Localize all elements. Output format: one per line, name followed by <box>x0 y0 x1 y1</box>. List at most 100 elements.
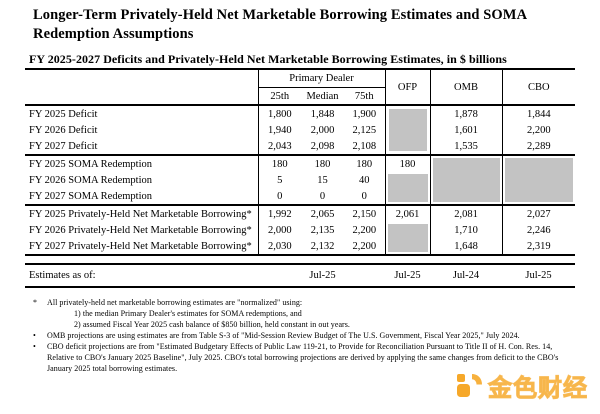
row-label: FY 2026 Privately-Held Net Marketable Bo… <box>29 224 252 236</box>
table-row: FY 2026 SOMA Redemption 5 15 40 <box>25 172 575 205</box>
table-subtitle: FY 2025-2027 Deficits and Privately-Held… <box>29 52 507 66</box>
value-cell: 0 <box>257 188 301 205</box>
value-cell: 0 <box>361 190 367 202</box>
value-cell: 1,800 <box>257 104 301 122</box>
column-group-header-primary-dealer: Primary Dealer <box>257 69 385 88</box>
value-cell: 2,200 <box>352 224 377 236</box>
table-row: FY 2027 Privately-Held Net Marketable Bo… <box>25 238 575 255</box>
footnote-normalized: * All privately-held net marketable borr… <box>33 297 578 308</box>
footnote-normalized-sub1: 1) the median Primary Dealer's estimates… <box>33 308 578 319</box>
value-cell: 1,992 <box>257 204 301 222</box>
row-label: FY 2026 SOMA Redemption <box>29 174 152 186</box>
table-row: FY 2026 Deficit 1,940 2,000 2,125 1,601 … <box>25 122 575 138</box>
estimates-as-of-row: Estimates as of: Jul-25 Jul-25 Jul-24 Ju… <box>25 264 575 287</box>
value-cell: 180 <box>301 154 344 172</box>
masked-cell <box>384 104 430 155</box>
column-header-cbo: CBO <box>501 69 575 105</box>
footnote-normalized-sub2: 2) assumed Fiscal Year 2025 cash balance… <box>33 319 578 330</box>
value-cell: 2,150 <box>344 204 385 222</box>
row-label: FY 2027 Deficit <box>29 140 98 152</box>
masked-cell <box>429 154 502 205</box>
value-cell: 1,848 <box>301 104 344 122</box>
footnote-bullet-spacer <box>33 308 47 319</box>
table-row: FY 2025 Privately-Held Net Marketable Bo… <box>25 204 575 222</box>
value-cell: 2,000 <box>310 124 335 136</box>
jinse-logo-icon <box>456 372 483 404</box>
page-title: Longer-Term Privately-Held Net Marketabl… <box>33 7 527 42</box>
value-cell: 2,061 <box>384 204 430 222</box>
value-cell: 2,065 <box>301 204 344 222</box>
footnote-text: 2) assumed Fiscal Year 2025 cash balance… <box>74 320 350 329</box>
row-label: FY 2026 Deficit <box>29 124 98 136</box>
value-cell: 1,900 <box>344 104 385 122</box>
empty-header-cell <box>25 69 258 88</box>
footnote-bullet-spacer <box>33 319 47 330</box>
estimates-date-cbo: Jul-25 <box>525 270 552 281</box>
masked-cell <box>384 222 430 255</box>
footnote-text: OMB projections are using estimates are … <box>47 331 520 340</box>
value-cell: 1,878 <box>429 104 502 122</box>
table-row: FY 2025 SOMA Redemption 180 180 180 180 <box>25 154 575 205</box>
jinse-finance-watermark: 金色财经 <box>456 372 588 404</box>
row-label: FY 2027 Privately-Held Net Marketable Bo… <box>29 240 252 252</box>
table-row: FY 2026 Privately-Held Net Marketable Bo… <box>25 222 575 255</box>
value-cell: 2,319 <box>501 238 575 255</box>
borrowing-estimates-table: Primary Dealer OFP OMB CBO 25th Median 7… <box>25 68 575 256</box>
row-label: FY 2025 SOMA Redemption <box>25 154 258 172</box>
row-label: FY 2027 SOMA Redemption <box>29 190 152 202</box>
value-cell: 1,601 <box>429 122 502 138</box>
value-cell: 1,710 <box>429 222 502 238</box>
footnote-text: 1) the median Primary Dealer's estimates… <box>74 309 302 318</box>
empty-header-cell <box>25 88 258 106</box>
column-header-median: Median <box>306 90 339 102</box>
value-cell: 2,132 <box>310 240 335 252</box>
footnote-bullet: • <box>33 331 36 340</box>
value-cell: 2,200 <box>501 122 575 138</box>
estimates-date-omb: Jul-24 <box>452 270 480 281</box>
value-cell: 2,000 <box>257 222 301 238</box>
value-cell: 2,043 <box>257 138 301 155</box>
column-header-omb: OMB <box>429 69 502 105</box>
table-row: FY 2025 Deficit 1,800 1,848 1,900 1,878 … <box>25 104 575 155</box>
estimates-date-primary-dealer: Jul-25 <box>309 270 336 281</box>
value-cell: 15 <box>317 174 328 186</box>
value-cell: 2,027 <box>501 204 575 222</box>
footnote-bullet: * <box>33 298 38 307</box>
value-cell: 40 <box>359 174 370 186</box>
value-cell: 1,648 <box>429 238 502 255</box>
row-label: FY 2025 Privately-Held Net Marketable Bo… <box>25 204 258 222</box>
value-cell: 180 <box>384 154 430 172</box>
value-cell: 180 <box>344 154 385 172</box>
table-row: FY 2027 SOMA Redemption 0 0 0 <box>25 188 575 205</box>
value-cell: 2,125 <box>352 124 377 136</box>
column-header-25th: 25th <box>257 87 301 105</box>
footnote-text: CBO deficit projections are from "Estima… <box>47 342 559 373</box>
column-header-75th: 75th <box>354 90 374 102</box>
estimates-as-of-strip: Estimates as of: Jul-25 Jul-25 Jul-24 Ju… <box>25 263 575 288</box>
estimates-as-of-label: Estimates as of: <box>29 270 96 281</box>
value-cell: 2,246 <box>501 222 575 238</box>
row-label: FY 2025 Deficit <box>25 104 258 122</box>
table-subheader-row: 25th Median 75th <box>25 87 575 106</box>
value-cell: 2,108 <box>352 140 377 152</box>
footnotes: * All privately-held net marketable borr… <box>33 297 578 374</box>
footnote-text: All privately-held net marketable borrow… <box>47 298 303 307</box>
column-header-ofp: OFP <box>384 69 430 105</box>
value-cell: 1,940 <box>257 122 301 138</box>
value-cell: 2,289 <box>501 138 575 155</box>
value-cell: 2,098 <box>310 140 335 152</box>
table-header-row: Primary Dealer OFP OMB CBO <box>25 69 575 105</box>
watermark-text: 金色财经 <box>488 374 588 403</box>
footnote-bullet: • <box>33 342 36 351</box>
masked-cell <box>501 154 575 205</box>
value-cell: 5 <box>257 172 301 188</box>
footnote-cbo: • CBO deficit projections are from "Esti… <box>33 341 578 374</box>
value-cell: 1,535 <box>429 138 502 155</box>
footnote-omb: • OMB projections are using estimates ar… <box>33 330 578 341</box>
estimates-date-ofp: Jul-25 <box>394 270 421 281</box>
value-cell: 0 <box>319 190 326 202</box>
value-cell: 2,030 <box>257 238 301 255</box>
masked-cell <box>384 172 430 205</box>
value-cell: 180 <box>257 154 301 172</box>
value-cell: 1,844 <box>501 104 575 122</box>
